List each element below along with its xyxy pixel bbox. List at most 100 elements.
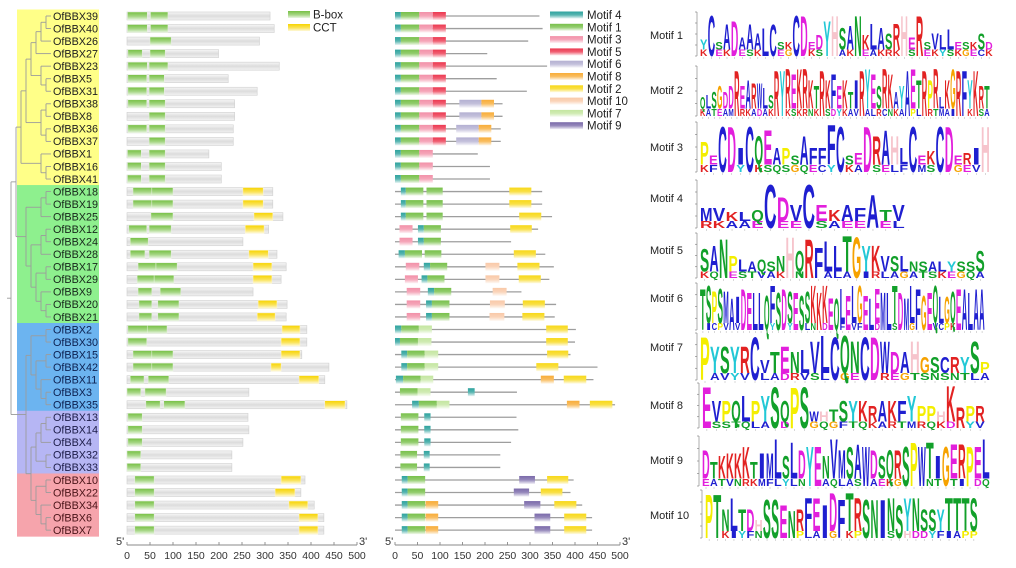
logo-letter: E (780, 339, 790, 381)
logo-letter: H (831, 4, 838, 68)
logo-letter: N (734, 478, 742, 489)
motif-1-box (399, 388, 418, 397)
bbox-domain (148, 86, 165, 96)
motif-1-box (400, 450, 418, 459)
logo-letter: K (946, 375, 956, 432)
bbox-domain (127, 438, 143, 447)
bbox-domain (127, 174, 142, 184)
bbox-domain (151, 350, 174, 359)
motif-2-box (510, 225, 532, 234)
logo-letter: L (706, 92, 711, 113)
logo-letter: Y (836, 108, 842, 119)
cct-domain (252, 262, 273, 272)
logo-letter: D (920, 530, 928, 541)
logo-letter: G (900, 270, 909, 281)
logo-letter: A (843, 270, 852, 281)
gene-label: OfBBX22 (53, 487, 98, 499)
gene-bar (126, 325, 308, 334)
logo-letter: Q (751, 207, 764, 225)
logo-letter: F (770, 276, 776, 336)
bbox-domain (126, 463, 142, 472)
motif-10-box (489, 300, 505, 309)
logo-letter: D (727, 113, 736, 186)
logo-letter: K (718, 450, 726, 486)
logo-letter: C (940, 352, 950, 378)
motif-3-box (405, 262, 420, 271)
motif-legend-label: Motif 7 (587, 108, 622, 120)
logo-letter: E (815, 200, 828, 226)
gene-bar (126, 425, 250, 435)
logo-letter: N (808, 108, 813, 119)
logo-letter: R (956, 57, 961, 130)
logo-letter: C (708, 4, 715, 68)
bbox-domain (155, 262, 178, 272)
logo-letter: R (933, 57, 938, 121)
logo-letter: S (890, 252, 899, 276)
gene-structure-row (126, 262, 287, 272)
logo-letter: S (920, 372, 930, 383)
motif-1-box (407, 475, 426, 484)
logo-letter: M (723, 283, 729, 334)
motif-8-box (540, 375, 554, 384)
logo-letter: G (921, 287, 927, 341)
motif-6-box (459, 112, 482, 121)
logo-letter: K (950, 322, 956, 333)
motif-3-box (419, 162, 433, 171)
logo-letter: G (785, 48, 792, 58)
motif-logo-label: Motif 7 (650, 342, 683, 354)
gene-structure-row (126, 513, 325, 522)
logo-letter: K (931, 48, 939, 58)
logo-letter: E (790, 220, 803, 231)
logo-letter: P (965, 402, 974, 426)
logo-letter: Q (731, 394, 740, 427)
logo-letter: D (728, 80, 733, 116)
logo-letter: Y (736, 164, 745, 175)
logo-letter: A (854, 436, 862, 490)
gene-bar (126, 212, 284, 221)
axis-tick-label: 50 (144, 550, 156, 562)
logo-letter: A (813, 530, 821, 541)
gene-bar (126, 137, 234, 146)
logo-letter: A (828, 220, 841, 231)
motif-3-box (419, 74, 433, 83)
logo-letter: I (879, 489, 887, 550)
logo-letter: H (981, 113, 990, 186)
motif-1-box (404, 250, 422, 259)
logo-letter: G (791, 164, 800, 175)
phylogenetic-tree (7, 15, 51, 531)
logo-letter: I (758, 446, 766, 487)
motif-3-box (419, 99, 433, 108)
logo-letter: A (900, 345, 910, 380)
bbox-domain (127, 124, 148, 134)
logo-letter: E (740, 80, 745, 116)
bbox-domain (132, 199, 153, 209)
logo-letter: L (804, 530, 812, 541)
axis-tick-label: 350 (544, 550, 562, 562)
logo-letter: S (805, 283, 811, 334)
motif-10-box (489, 312, 505, 321)
logo-letter: Q (886, 443, 894, 488)
logo-letter: K (936, 420, 946, 431)
logo-letter: A (878, 394, 888, 427)
motif-7-box (424, 350, 439, 359)
logo-letter: Y (865, 57, 870, 121)
logo-letter: E (871, 66, 876, 120)
logo-letter: C (882, 108, 888, 119)
logo-letter: S (799, 287, 805, 341)
logo-letter: V (800, 372, 810, 383)
logo-letter: R (950, 352, 960, 378)
logo-letter: S (908, 48, 915, 58)
logo-letter: S (940, 372, 950, 383)
gene-structure-row (126, 375, 326, 384)
logo-letter: D (731, 10, 738, 67)
logo-letter: A (878, 420, 888, 431)
bbox-domain (148, 174, 166, 184)
bbox-domain (148, 61, 169, 71)
logo-letter: N (811, 322, 817, 333)
gene-label: OfBBX14 (53, 425, 98, 437)
motif-structure-row (395, 325, 576, 334)
logo-letter: L (938, 289, 944, 331)
motif-3-box (419, 37, 433, 46)
